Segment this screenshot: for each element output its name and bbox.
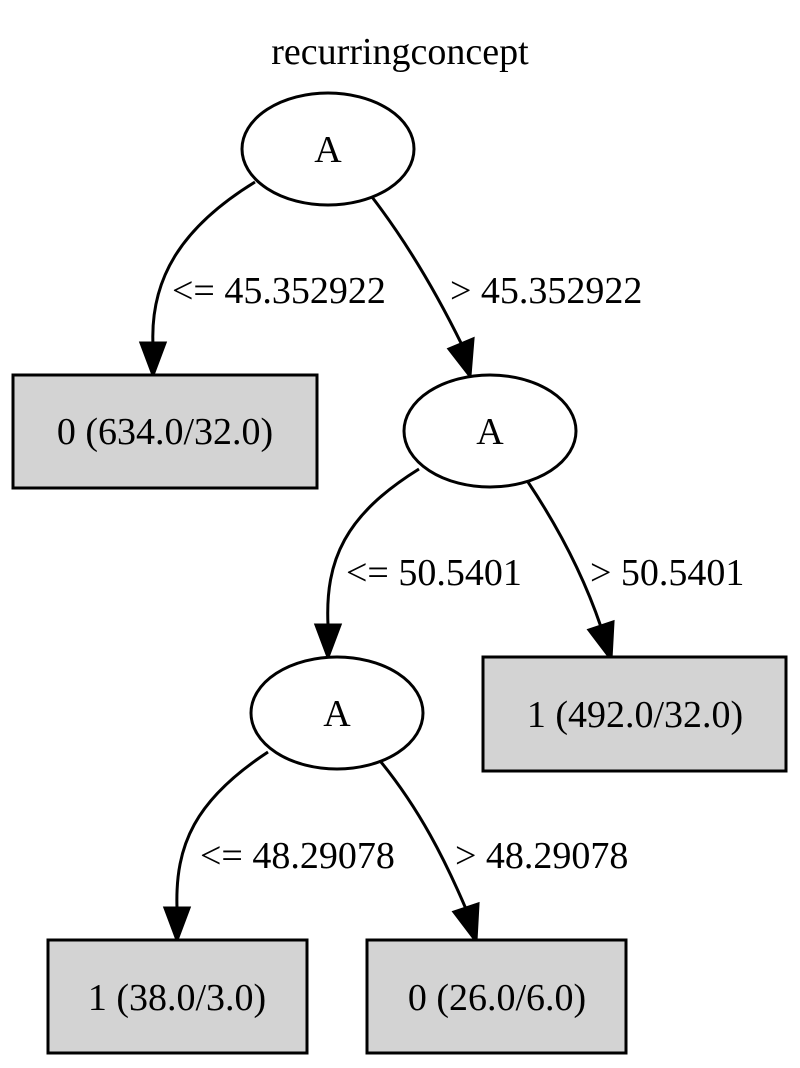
leaf-box bbox=[481, 655, 788, 773]
edge-label: > 50.5401 bbox=[590, 552, 744, 594]
node-label: 1 (492.0/32.0) bbox=[527, 694, 743, 736]
edge-arrowhead bbox=[313, 623, 343, 662]
edge-label: > 48.29078 bbox=[455, 835, 628, 877]
edge-line bbox=[526, 481, 603, 628]
edge-line bbox=[151, 180, 256, 346]
node-label: A bbox=[323, 693, 351, 735]
edge-arrowhead bbox=[586, 619, 615, 664]
edge-n0-n1: <= 45.352922 bbox=[138, 180, 386, 380]
node-ellipse bbox=[402, 373, 578, 489]
edge-arrowhead bbox=[451, 901, 480, 946]
edge-line bbox=[370, 196, 464, 346]
leaf-node: 0 (26.0/6.0) bbox=[365, 938, 628, 1055]
edge-arrowhead bbox=[446, 336, 475, 380]
edge-label: <= 48.29078 bbox=[200, 835, 395, 877]
edge-n2-n3: <= 50.5401 bbox=[313, 467, 522, 662]
node-ellipse bbox=[249, 655, 425, 771]
split-node: A bbox=[402, 373, 578, 489]
edge-line bbox=[326, 467, 420, 626]
leaf-node: 0 (634.0/32.0) bbox=[11, 373, 319, 490]
node-label: 0 (26.0/6.0) bbox=[408, 977, 586, 1019]
split-node: A bbox=[249, 655, 425, 771]
leaf-node: 1 (492.0/32.0) bbox=[481, 655, 788, 773]
leaf-node: 1 (38.0/3.0) bbox=[46, 938, 309, 1055]
node-label: 0 (634.0/32.0) bbox=[57, 411, 273, 453]
edge-arrowhead bbox=[162, 906, 192, 945]
edge-label: > 45.352922 bbox=[450, 270, 642, 312]
edge-label: <= 50.5401 bbox=[346, 552, 522, 594]
leaf-box bbox=[365, 938, 628, 1055]
edge-n3-n6: > 48.29078 bbox=[379, 761, 628, 946]
node-ellipse bbox=[240, 91, 416, 207]
edge-arrowhead bbox=[138, 341, 168, 380]
edge-n0-n2: > 45.352922 bbox=[370, 196, 642, 380]
edge-line bbox=[379, 761, 468, 910]
edge-n2-n4: > 50.5401 bbox=[526, 481, 744, 664]
edge-line bbox=[175, 750, 269, 909]
leaf-box bbox=[11, 373, 319, 490]
diagram-title: recurringconcept bbox=[271, 31, 529, 73]
leaf-box bbox=[46, 938, 309, 1055]
node-label: A bbox=[314, 129, 342, 171]
edge-label: <= 45.352922 bbox=[172, 270, 386, 312]
node-label: A bbox=[476, 411, 504, 453]
split-node-root: A bbox=[240, 91, 416, 207]
node-label: 1 (38.0/3.0) bbox=[88, 977, 266, 1019]
edge-n3-n5: <= 48.29078 bbox=[162, 750, 395, 945]
